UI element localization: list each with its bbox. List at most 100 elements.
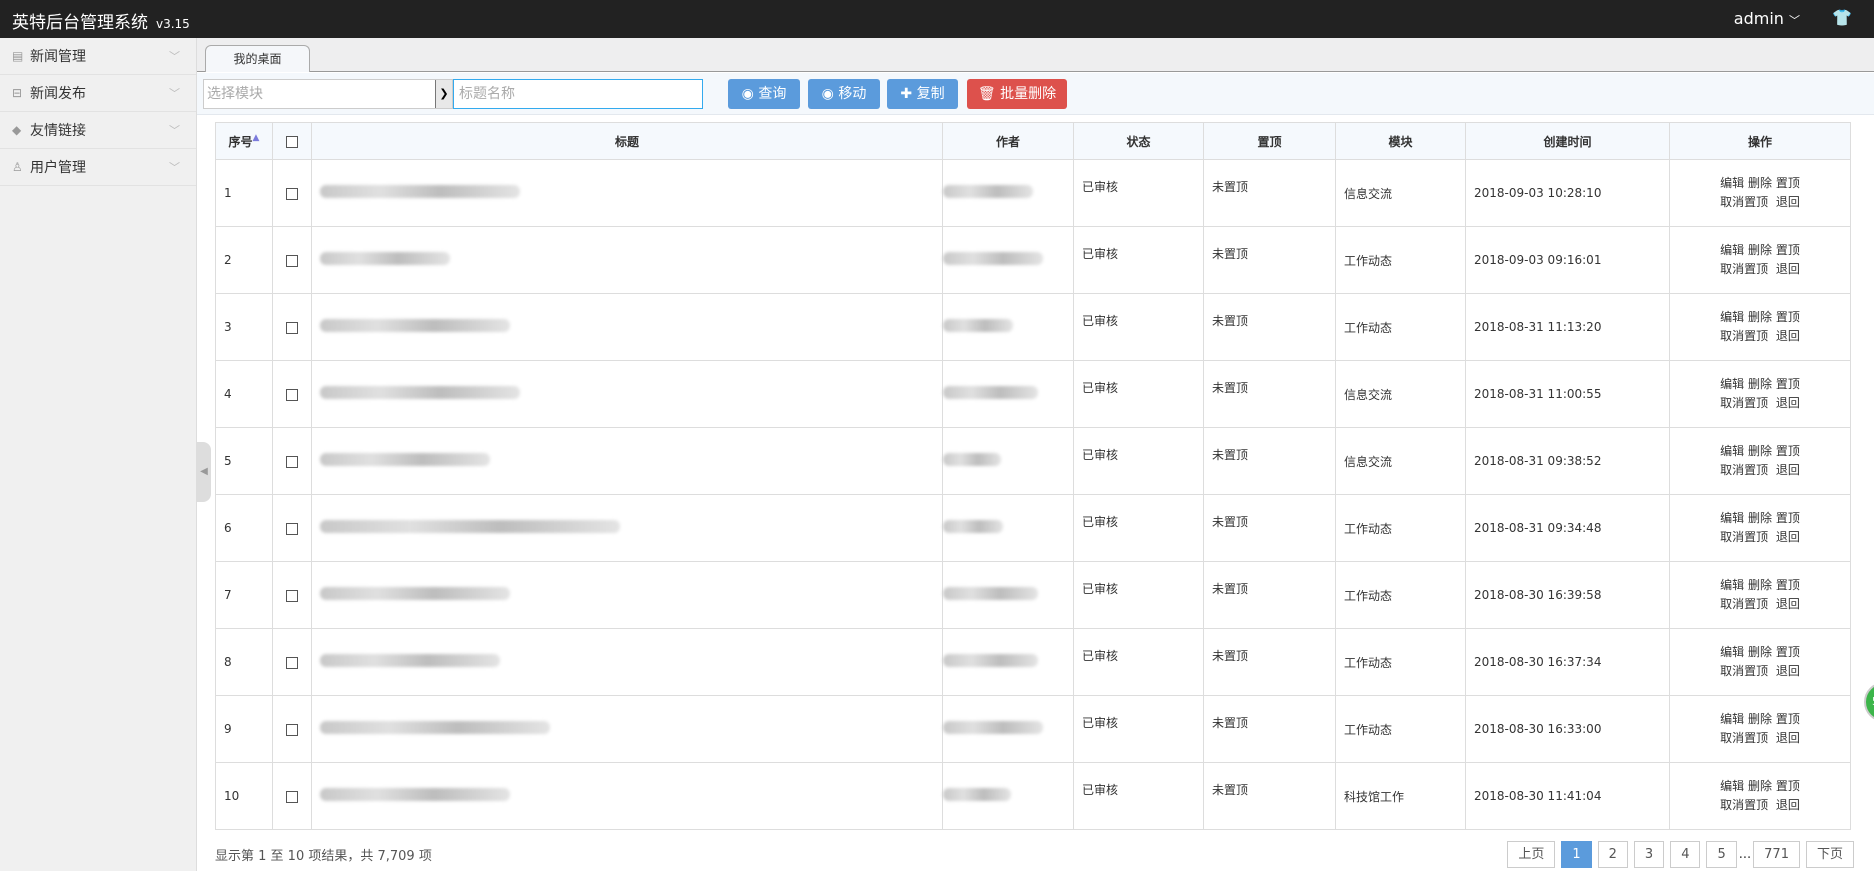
row-checkbox[interactable]	[286, 656, 298, 669]
set-top-link[interactable]: 置顶	[1775, 712, 1800, 726]
set-top-link[interactable]: 置顶	[1775, 511, 1800, 525]
delete-link[interactable]: 删除	[1747, 511, 1772, 525]
sidebar-item-2[interactable]: ◆ 友情链接 ﹀	[0, 112, 196, 149]
return-link[interactable]: 退回	[1775, 664, 1800, 678]
prev-page-button[interactable]: 上页	[1507, 841, 1556, 868]
sidebar-item-0[interactable]: ▤ 新闻管理 ﹀	[0, 38, 196, 75]
row-checkbox[interactable]	[286, 589, 298, 602]
sort-asc-icon[interactable]: ▲	[252, 132, 260, 143]
cancel-top-link[interactable]: 取消置顶	[1720, 262, 1769, 276]
delete-link[interactable]: 删除	[1747, 645, 1772, 659]
sidebar-item-3[interactable]: ♙ 用户管理 ﹀	[0, 149, 196, 186]
delete-link[interactable]: 删除	[1747, 578, 1772, 592]
cancel-top-link[interactable]: 取消置顶	[1720, 329, 1769, 343]
page-3-button[interactable]: 3	[1633, 841, 1665, 868]
set-top-link[interactable]: 置顶	[1775, 377, 1800, 391]
title-redacted[interactable]	[320, 319, 510, 332]
row-checkbox[interactable]	[286, 723, 298, 736]
cancel-top-link[interactable]: 取消置顶	[1720, 664, 1769, 678]
row-checkbox[interactable]	[286, 254, 298, 267]
set-top-link[interactable]: 置顶	[1775, 176, 1800, 190]
title-redacted[interactable]	[320, 721, 550, 734]
return-link[interactable]: 退回	[1775, 262, 1800, 276]
edit-link[interactable]: 编辑	[1720, 779, 1745, 793]
delete-link[interactable]: 删除	[1747, 779, 1772, 793]
set-top-link[interactable]: 置顶	[1775, 243, 1800, 257]
title-redacted[interactable]	[320, 788, 510, 801]
skin-shirt-icon[interactable]: 👕	[1832, 8, 1852, 27]
page-4-button[interactable]: 4	[1670, 841, 1701, 868]
copy-button[interactable]: ✚ 复制	[887, 79, 958, 109]
delete-link[interactable]: 删除	[1747, 712, 1772, 726]
query-button[interactable]: ◉ 查询	[728, 79, 800, 109]
edit-link[interactable]: 编辑	[1720, 645, 1745, 659]
floating-badge[interactable]: 5	[1864, 682, 1874, 722]
page-5-button[interactable]: 5	[1706, 841, 1737, 868]
edit-link[interactable]: 编辑	[1720, 377, 1745, 391]
title-search-input[interactable]	[453, 79, 703, 109]
return-link[interactable]: 退回	[1775, 597, 1800, 611]
cancel-top-link[interactable]: 取消置顶	[1720, 597, 1769, 611]
delete-link[interactable]: 删除	[1747, 176, 1772, 190]
col-top-header: 置顶	[1203, 122, 1336, 160]
set-top-link[interactable]: 置顶	[1775, 578, 1800, 592]
edit-link[interactable]: 编辑	[1720, 176, 1745, 190]
row-checkbox[interactable]	[286, 388, 298, 401]
delete-link[interactable]: 删除	[1747, 444, 1772, 458]
col-no-header[interactable]: 序号▲	[215, 122, 273, 160]
delete-link[interactable]: 删除	[1747, 377, 1772, 391]
page-1-button[interactable]: 1	[1561, 841, 1592, 868]
edit-link[interactable]: 编辑	[1720, 310, 1745, 324]
cancel-top-link[interactable]: 取消置顶	[1720, 396, 1769, 410]
row-checkbox[interactable]	[286, 321, 298, 334]
batch-delete-button[interactable]: 🗑 批量删除	[967, 79, 1067, 109]
sidebar-collapse-handle[interactable]: ◀	[197, 442, 211, 502]
last-page-button[interactable]: 771	[1753, 841, 1800, 868]
edit-link[interactable]: 编辑	[1720, 511, 1745, 525]
page-2-button[interactable]: 2	[1597, 841, 1628, 868]
set-top-link[interactable]: 置顶	[1775, 310, 1800, 324]
col-select-header[interactable]	[272, 122, 312, 160]
created-time: 2018-08-31 09:34:48	[1465, 494, 1670, 562]
return-link[interactable]: 退回	[1775, 530, 1800, 544]
tab-my-desktop[interactable]: 我的桌面	[205, 45, 310, 72]
return-link[interactable]: 退回	[1775, 731, 1800, 745]
title-redacted[interactable]	[320, 453, 490, 466]
title-redacted[interactable]	[320, 654, 500, 667]
return-link[interactable]: 退回	[1775, 195, 1800, 209]
delete-link[interactable]: 删除	[1747, 310, 1772, 324]
row-checkbox[interactable]	[286, 522, 298, 535]
edit-link[interactable]: 编辑	[1720, 243, 1745, 257]
select-all-checkbox[interactable]	[286, 135, 298, 148]
cancel-top-link[interactable]: 取消置顶	[1720, 463, 1769, 477]
delete-link[interactable]: 删除	[1747, 243, 1772, 257]
edit-link[interactable]: 编辑	[1720, 712, 1745, 726]
return-link[interactable]: 退回	[1775, 798, 1800, 812]
row-checkbox[interactable]	[286, 187, 298, 200]
title-redacted[interactable]	[320, 587, 510, 600]
set-top-link[interactable]: 置顶	[1775, 779, 1800, 793]
cancel-top-link[interactable]: 取消置顶	[1720, 195, 1769, 209]
title-redacted[interactable]	[320, 252, 450, 265]
row-checkbox[interactable]	[286, 455, 298, 468]
title-redacted[interactable]	[320, 520, 620, 533]
return-link[interactable]: 退回	[1775, 463, 1800, 477]
edit-link[interactable]: 编辑	[1720, 578, 1745, 592]
return-link[interactable]: 退回	[1775, 329, 1800, 343]
set-top-link[interactable]: 置顶	[1775, 444, 1800, 458]
cancel-top-link[interactable]: 取消置顶	[1720, 798, 1769, 812]
next-page-button[interactable]: 下页	[1805, 841, 1854, 868]
row-checkbox[interactable]	[286, 790, 298, 803]
title-redacted[interactable]	[320, 386, 520, 399]
sidebar-item-1[interactable]: ⊟ 新闻发布 ﹀	[0, 75, 196, 112]
status: 已审核	[1073, 427, 1204, 495]
cancel-top-link[interactable]: 取消置顶	[1720, 731, 1769, 745]
user-menu[interactable]: admin ﹀	[1733, 9, 1800, 28]
title-redacted[interactable]	[320, 185, 520, 198]
set-top-link[interactable]: 置顶	[1775, 645, 1800, 659]
cancel-top-link[interactable]: 取消置顶	[1720, 530, 1769, 544]
edit-link[interactable]: 编辑	[1720, 444, 1745, 458]
module-select[interactable]: 选择模块 ❯	[203, 79, 453, 109]
move-button[interactable]: ◉ 移动	[808, 79, 880, 109]
return-link[interactable]: 退回	[1775, 396, 1800, 410]
